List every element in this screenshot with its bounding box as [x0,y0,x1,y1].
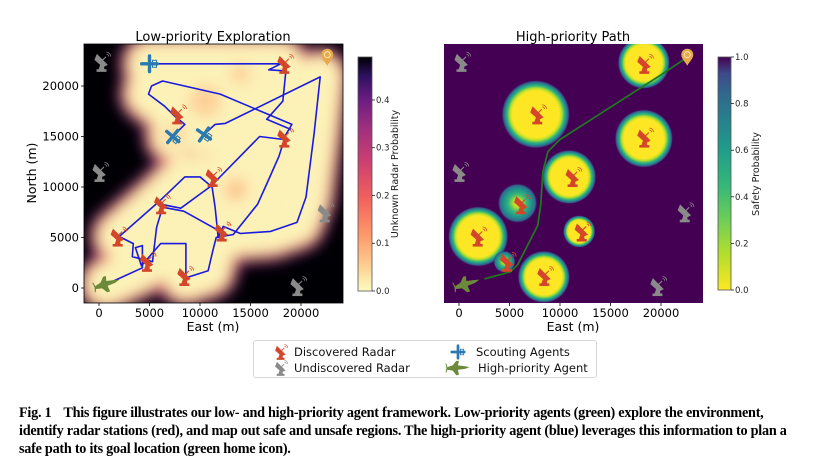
colorbar-tick-label: 0.3 [376,144,390,154]
scout-path [118,76,321,263]
colorbar-tick-label: 0.2 [735,239,749,249]
colorbar-tick-label: 0.0 [376,287,390,297]
y-tick-label: 0 [72,281,79,295]
colorbar-tick-label: 0.4 [735,193,749,203]
legend-label: Discovered Radar [294,345,396,359]
x-tick-label: 0 [455,306,462,320]
undiscovered-radar-icon [275,360,288,376]
right-plot-title: High-priority Path [516,30,630,45]
colorbar-tick-label: 0.8 [735,100,749,110]
scout-path [106,80,293,285]
right-x-label: East (m) [547,319,600,334]
high-priority-path [484,57,686,280]
x-tick-label: 10000 [542,306,579,320]
caption-text: This figure illustrates our low- and hig… [19,405,787,457]
x-tick-label: 20000 [643,306,680,320]
colorbar-tick-label: 0.2 [376,191,390,201]
uncertain-patch [223,177,248,202]
y-tick-label: 5000 [50,231,79,245]
right-x-ticks: 0 5000 10000 15000 20000 [455,303,679,320]
left-x-ticks: 0 5000 10000 15000 20000 [95,303,319,320]
left-plot-title: Low-priority Exploration [135,30,290,45]
left-colorbar-ticks: 0.0 0.1 0.2 0.3 0.4 [372,96,390,297]
jet-icon [445,360,470,376]
left-plot: Low-priority Exploration 0 5000 10000 15000… [24,30,401,334]
colorbar-tick-label: 0.0 [735,286,749,296]
x-tick-label: 5000 [495,306,524,320]
scout-paths [106,63,321,285]
figure-caption: Fig. 1 This figure illustrates our low- a… [19,404,809,458]
left-colorbar-label: Unknown Radar Probability [390,109,401,238]
legend-label: Scouting Agents [476,345,570,359]
scout-path [160,135,284,209]
left-colorbar [357,56,373,292]
uncertain-patch [230,63,251,84]
y-tick-label: 10000 [42,180,79,194]
colorbar-tick-label: 0.6 [735,146,749,156]
legend: Discovered Radar Undiscovered Radar Scou… [253,340,597,378]
legend-label: Undiscovered Radar [294,361,410,375]
colorbar-tick-label: 1.0 [735,53,749,63]
scout-plane-icon [450,344,466,360]
legend-item-undiscovered-radar: Undiscovered Radar [274,360,410,376]
x-tick-label: 15000 [232,306,269,320]
right-colorbar [717,56,732,291]
left-y-label: North (m) [24,143,39,204]
left-y-ticks: 0 5000 10000 15000 20000 [42,79,84,295]
x-tick-label: 0 [95,306,102,320]
discovered-radar-icon [275,344,288,360]
left-x-label: East (m) [187,319,240,334]
caption-label: Fig. 1 [19,405,52,421]
right-colorbar-label: Safety Probability [751,132,762,216]
legend-item-scouting-agents: Scouting Agents [446,344,570,360]
high-priority-path-line [484,57,686,280]
y-tick-label: 15000 [42,130,79,144]
right-colorbar-ticks: 0.0 0.2 0.4 0.6 0.8 1.0 [731,53,749,296]
legend-item-discovered-radar: Discovered Radar [274,344,396,360]
x-tick-label: 10000 [182,306,219,320]
colorbar-tick-label: 0.4 [376,96,390,106]
legend-label: High-priority Agent [478,361,588,375]
figure: Low-priority Exploration 0 5000 10000 15000… [24,30,762,334]
legend-item-high-priority-agent: High-priority Agent [444,360,588,376]
right-plot: High-priority Path 0 5000 10000 15000 20000 … [444,30,762,334]
x-tick-label: 15000 [592,306,629,320]
x-tick-label: 5000 [135,306,164,320]
colorbar-tick-label: 0.1 [376,239,390,249]
x-tick-label: 20000 [283,306,320,320]
y-tick-label: 20000 [42,79,79,93]
